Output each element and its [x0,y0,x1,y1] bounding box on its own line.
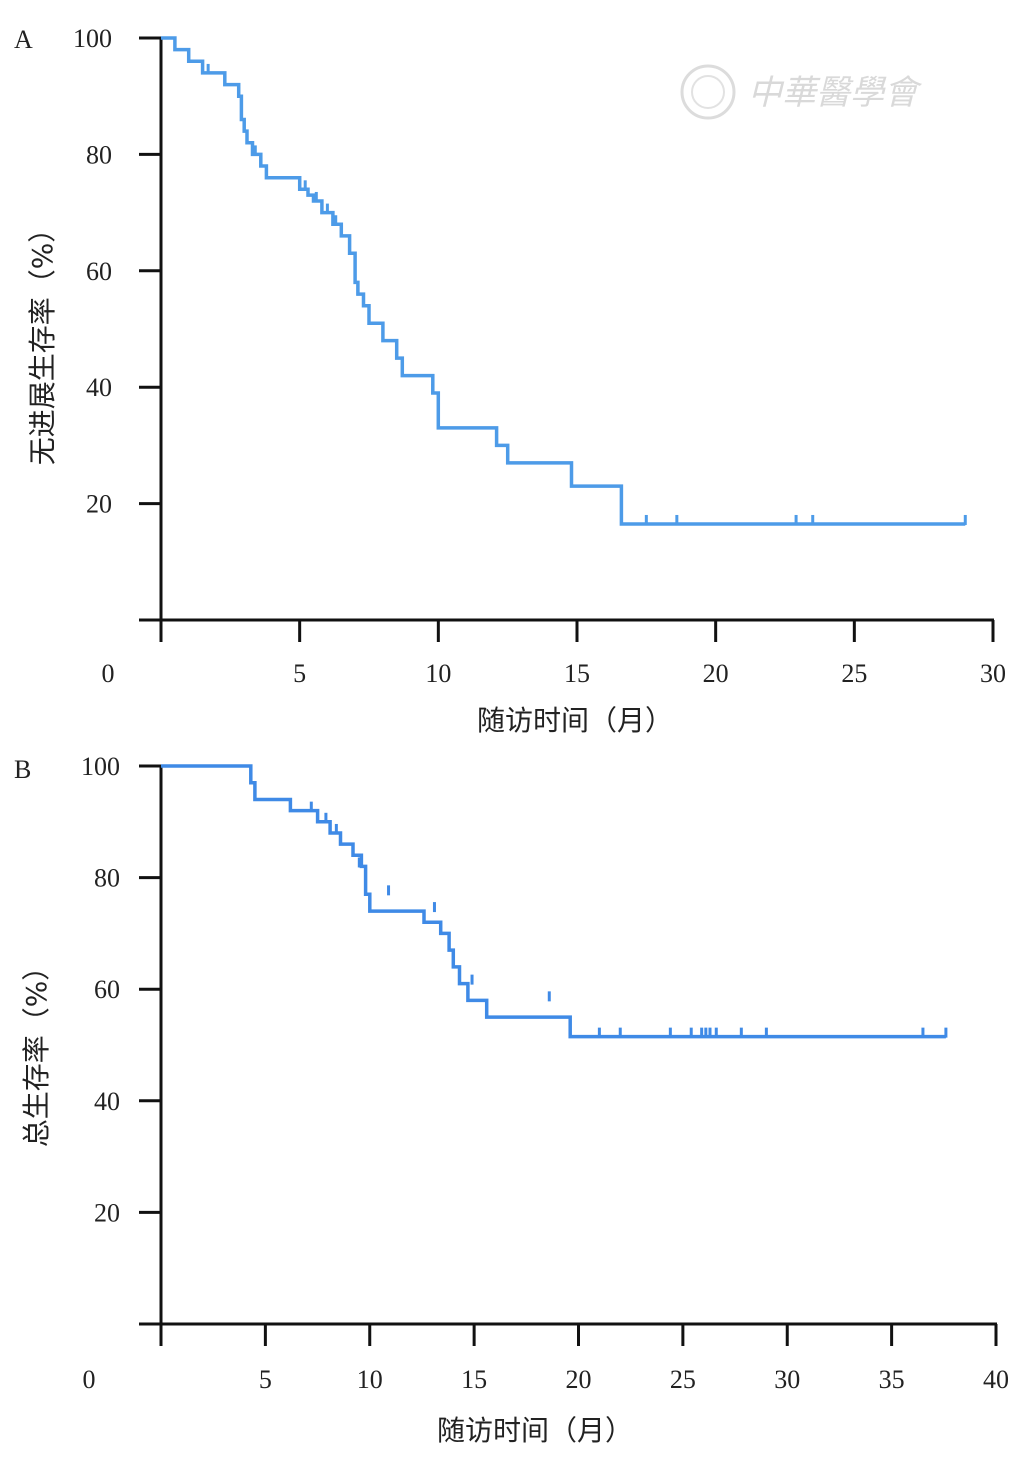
panel-b-x-axis-label: 随访时间（月） [437,1414,633,1447]
panel-a-label: A [14,25,33,54]
watermark: 中華醫學會 [680,64,923,120]
panel-b-x-tick-label: 15 [461,1365,487,1394]
panel-a-y-tick-label: 80 [86,140,112,169]
panel-a-x-tick-label: 30 [980,659,1006,688]
panel-a-survival-curve [161,36,966,526]
panel-b-x-tick-label: 0 [83,1365,96,1394]
panel-a-y-tick-label: 60 [86,257,112,286]
panel-b-x-tick-label: 40 [983,1365,1009,1394]
watermark-seal-inner [691,75,725,109]
panel-b-y-tick-label: 100 [81,752,120,781]
panel-b-label: B [14,755,31,784]
panel-a-x-tick-label: 15 [564,659,590,688]
panel-b-x-tick-label: 10 [357,1365,383,1394]
panel-a: A 无进展生存率（%） 随访时间（月） 20 40 60 80 100 0 5 10 15 20 2… [14,24,1006,737]
panel-a-x-tick-label: 25 [841,659,867,688]
panel-b: B 总生存率（%） 随访时间（月） 20 40 60 80 100 0 5 10 15 20 25 3… [14,752,1009,1447]
panel-a-y-tick-label: 40 [86,373,112,402]
panel-b-y-tick-label: 60 [94,975,120,1004]
panel-a-x-tick-label: 5 [293,659,306,688]
panel-a-x-tick-label: 20 [703,659,729,688]
panel-b-y-tick-label: 80 [94,864,120,893]
panel-a-x-tick-label: 10 [425,659,451,688]
panel-b-y-axis-label: 总生存率（%） [20,953,53,1148]
panel-a-y-axis-label: 无进展生存率（%） [26,215,59,466]
watermark-seal-icon [680,64,736,120]
panel-b-x-tick-label: 5 [259,1365,272,1394]
panel-a-y-tick-label: 100 [73,24,112,53]
panel-b-y-tick-label: 20 [94,1198,120,1227]
panel-a-x-axis-label: 随访时间（月） [477,704,673,737]
panel-b-x-tick-label: 30 [774,1365,800,1394]
panel-b-x-tick-label: 20 [566,1365,592,1394]
panel-a-x-tick-label: 0 [102,659,115,688]
panel-b-x-tick-label: 35 [879,1365,905,1394]
panel-b-survival-curve [161,764,946,1039]
panel-a-y-tick-label: 20 [86,490,112,519]
panel-b-x-tick-label: 25 [670,1365,696,1394]
panel-b-y-tick-label: 40 [94,1087,120,1116]
watermark-text: 中華醫學會 [748,73,923,113]
